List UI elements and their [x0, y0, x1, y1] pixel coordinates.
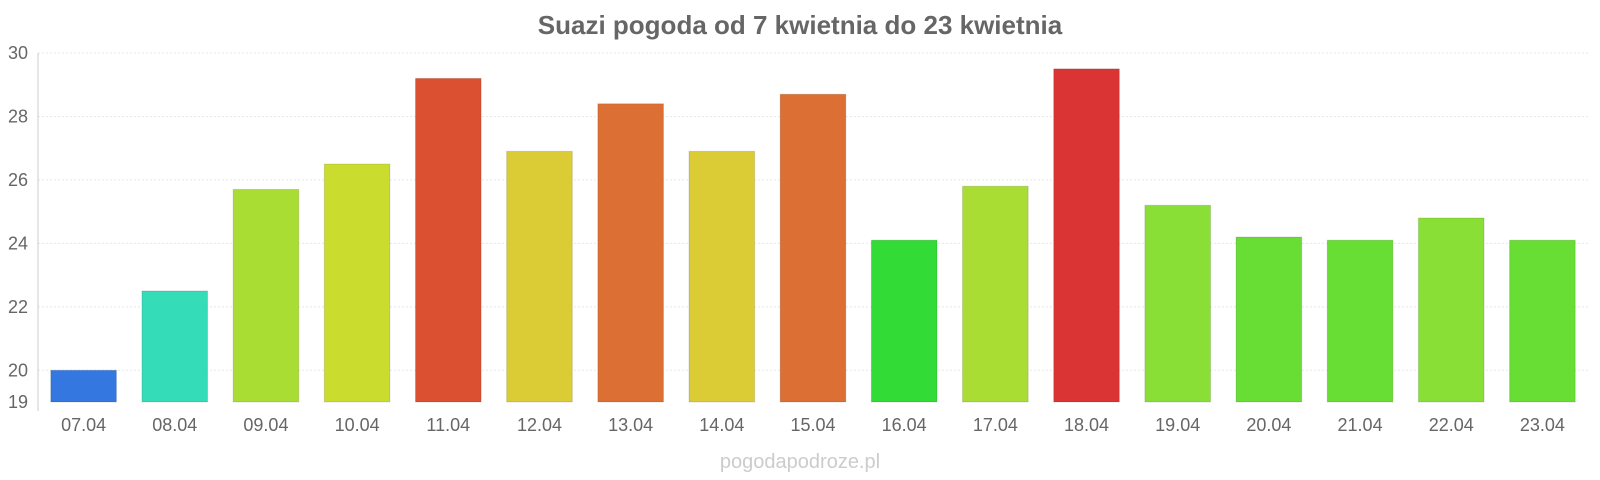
bar-18.04	[1053, 68, 1120, 403]
bar-16.04	[870, 239, 938, 403]
y-tick-label: 20	[8, 360, 28, 380]
x-tick-label: 20.04	[1246, 415, 1291, 435]
bar-22.04	[1417, 217, 1485, 403]
x-tick-label: 15.04	[790, 415, 835, 435]
x-tick-label: 12.04	[517, 415, 562, 435]
bar-23.04	[1509, 239, 1576, 403]
bar-08.04	[141, 290, 209, 403]
bar-15.04	[779, 93, 847, 403]
x-tick-label: 18.04	[1064, 415, 1109, 435]
x-tick-label: 22.04	[1429, 415, 1474, 435]
x-tick-label: 10.04	[335, 415, 380, 435]
bars	[50, 68, 1576, 403]
bar-10.04	[323, 163, 391, 403]
x-axis-labels: 07.04 08.04 09.04 10.04 11.04 12.04 13.04 14.04…	[61, 415, 1565, 435]
x-tick-label: 17.04	[973, 415, 1018, 435]
bar-17.04	[962, 185, 1029, 403]
chart-title: Suazi pogoda od 7 kwietnia do 23 kwietni…	[537, 10, 1063, 40]
bar-19.04	[1144, 204, 1212, 403]
bar-12.04	[506, 150, 573, 403]
y-tick-label: 19	[8, 392, 28, 412]
y-tick-label: 26	[8, 170, 28, 190]
x-tick-label: 14.04	[699, 415, 744, 435]
bar-09.04	[232, 188, 300, 403]
y-tick-label: 22	[8, 297, 28, 317]
bar-21.04	[1326, 239, 1394, 403]
bar-20.04	[1235, 236, 1303, 403]
x-tick-label: 23.04	[1520, 415, 1565, 435]
x-tick-label: 07.04	[61, 415, 106, 435]
bar-14.04	[688, 150, 756, 403]
x-tick-label: 13.04	[608, 415, 653, 435]
bar-11.04	[414, 77, 482, 403]
y-tick-label: 28	[8, 106, 28, 126]
bar-13.04	[597, 103, 664, 403]
x-tick-label: 08.04	[152, 415, 197, 435]
x-tick-label: 09.04	[243, 415, 288, 435]
y-tick-label: 30	[8, 43, 28, 63]
x-tick-label: 21.04	[1338, 415, 1383, 435]
y-tick-label: 24	[8, 233, 28, 253]
x-tick-label: 19.04	[1155, 415, 1200, 435]
x-tick-label: 16.04	[882, 415, 927, 435]
watermark: pogodapodroze.pl	[719, 451, 881, 473]
x-tick-label: 11.04	[426, 415, 470, 435]
bar-07.04	[50, 369, 117, 403]
y-axis-labels: 19 20 22 24 26 28 30	[8, 43, 28, 412]
